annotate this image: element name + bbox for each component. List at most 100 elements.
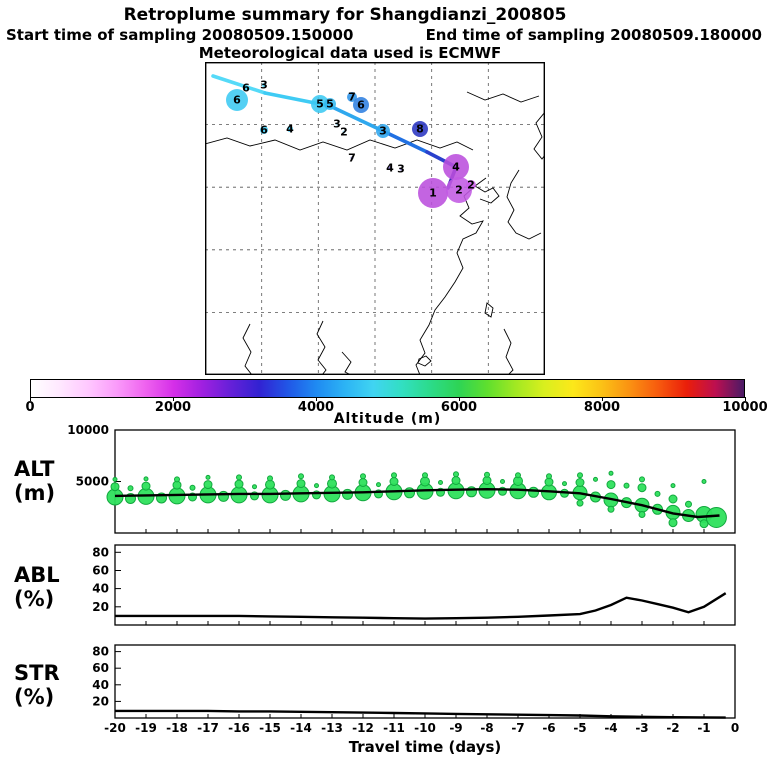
alt-scatter-point <box>376 482 381 488</box>
colorbar-tickmark <box>459 397 460 401</box>
alt-scatter-point <box>420 476 430 487</box>
alt-scatter-point <box>577 472 583 479</box>
map-cluster-marker: 3 <box>376 124 390 138</box>
alt-scatter-point <box>265 479 275 490</box>
colorbar-tickmark <box>173 397 174 401</box>
colorbar-tick-label: 2000 <box>154 400 192 415</box>
philippines-coast <box>503 328 514 375</box>
colorbar-tickmark <box>30 397 31 401</box>
alt-scatter-point <box>127 485 134 492</box>
cluster-number-label: 4 <box>452 161 460 174</box>
x-tick-label: -12 <box>352 721 374 735</box>
str-median-line <box>115 709 726 719</box>
cluster-number-label: 2 <box>455 184 463 197</box>
alt-scatter-point <box>236 474 242 481</box>
colorbar-tick-label: 6000 <box>440 400 478 415</box>
timeseries-panel: ALT (m) ABL (%) STR (%) Travel time (day… <box>0 418 768 768</box>
alt-scatter-point <box>110 482 120 492</box>
alt-scatter-point <box>637 483 647 493</box>
x-tick-label: -18 <box>166 721 188 735</box>
x-tick-label: -11 <box>383 721 405 735</box>
alt-scatter-point <box>668 494 678 504</box>
alt-scatter-point <box>608 470 614 476</box>
alt-scatter-point <box>252 484 257 490</box>
map-frame <box>205 62 545 375</box>
cluster-number-label: 1 <box>429 187 437 200</box>
colorbar-gradient <box>30 379 745 398</box>
alt-scatter-point <box>528 486 539 498</box>
str-ytick-label: 80 <box>92 645 109 659</box>
map-cluster-marker: 8 <box>412 121 428 137</box>
start-time-text: Start time of sampling 20080509.150000 <box>6 26 354 44</box>
cluster-number-label: 3 <box>260 79 268 92</box>
map-cluster-marker: 3 <box>333 118 341 131</box>
alt-scatter-point <box>298 473 304 480</box>
colorbar-tick-label: 4000 <box>297 400 335 415</box>
alt-scatter-point <box>500 479 505 484</box>
alt-scatter-point <box>360 473 366 480</box>
border-line <box>205 137 474 151</box>
abl-median-line <box>115 592 727 620</box>
x-tick-label: -6 <box>542 721 555 735</box>
alt-scatter-point <box>546 473 552 480</box>
colorbar-axis-title: Altitude (m) <box>333 411 442 427</box>
alt-scatter-point <box>453 471 459 478</box>
cluster-number-label: 6 <box>242 82 250 95</box>
alt-scatter-point <box>606 480 616 490</box>
x-tick-label: -1 <box>697 721 710 735</box>
alt-scatter-point <box>327 478 337 489</box>
cluster-number-label: 6 <box>357 99 365 112</box>
map-cluster-marker: 6 <box>353 97 369 113</box>
map-cluster-marker: 4 <box>386 162 394 175</box>
abl-panel: 20 40 60 80 <box>92 544 736 626</box>
alt-scatter-point <box>141 481 151 491</box>
coastline <box>205 91 545 375</box>
alt-scatter-point <box>484 471 490 478</box>
alt-scatter-point <box>638 511 646 518</box>
colorbar-ticks: 0 2000 4000 6000 8000 10000 <box>25 397 768 415</box>
cluster-number-label: 7 <box>348 152 356 165</box>
x-tick-label: -13 <box>321 721 343 735</box>
alt-scatter-point <box>391 472 397 479</box>
x-tick-label: -10 <box>414 721 436 735</box>
alt-scatter-point <box>670 483 676 489</box>
alt-axis-title-line1: ALT <box>14 457 55 481</box>
abl-ytick-label: 60 <box>92 564 109 578</box>
border-line <box>466 91 540 103</box>
str-panel: 20 40 60 80 <box>92 644 736 719</box>
alt-panel: 5000 10000 <box>67 423 736 534</box>
alt-scatter-point <box>593 476 598 482</box>
x-tick-label: -5 <box>573 721 586 735</box>
alt-scatter-point <box>389 477 399 486</box>
map-cluster-marker: 6 <box>260 124 268 137</box>
map-cluster-marker: 6 <box>226 89 248 111</box>
alt-scatter-point <box>515 472 521 479</box>
alt-scatter-point <box>112 476 118 482</box>
map-grid <box>205 62 545 375</box>
alt-scatter-point <box>438 480 443 485</box>
alt-scatter-point <box>205 474 211 480</box>
alt-scatter-point <box>342 488 353 500</box>
x-tick-label: -17 <box>197 721 219 735</box>
str-ytick-label: 60 <box>92 661 109 675</box>
cluster-number-label: 3 <box>379 125 387 138</box>
alt-scatter-point <box>701 479 707 484</box>
alt-scatter-point <box>451 476 461 485</box>
str-axis-title-line2: (%) <box>14 685 54 709</box>
map-cluster-marker: 3 <box>397 163 405 176</box>
x-tick-label: -15 <box>259 721 281 735</box>
x-tick-label: -14 <box>290 721 312 735</box>
alt-scatter-point <box>576 499 584 507</box>
x-tick-label: 0 <box>731 721 739 735</box>
trajectory-segment <box>328 104 385 133</box>
alt-scatter-point <box>654 490 661 497</box>
alt-ytick-label: 10000 <box>67 423 109 437</box>
alt-scatter-point <box>639 476 645 483</box>
bohai-coast <box>474 185 500 204</box>
colorbar-tick-label: 0 <box>25 400 35 415</box>
cluster-number-label: 7 <box>348 91 356 104</box>
met-data-line: Meteorological data used is ECMWF <box>198 44 502 62</box>
